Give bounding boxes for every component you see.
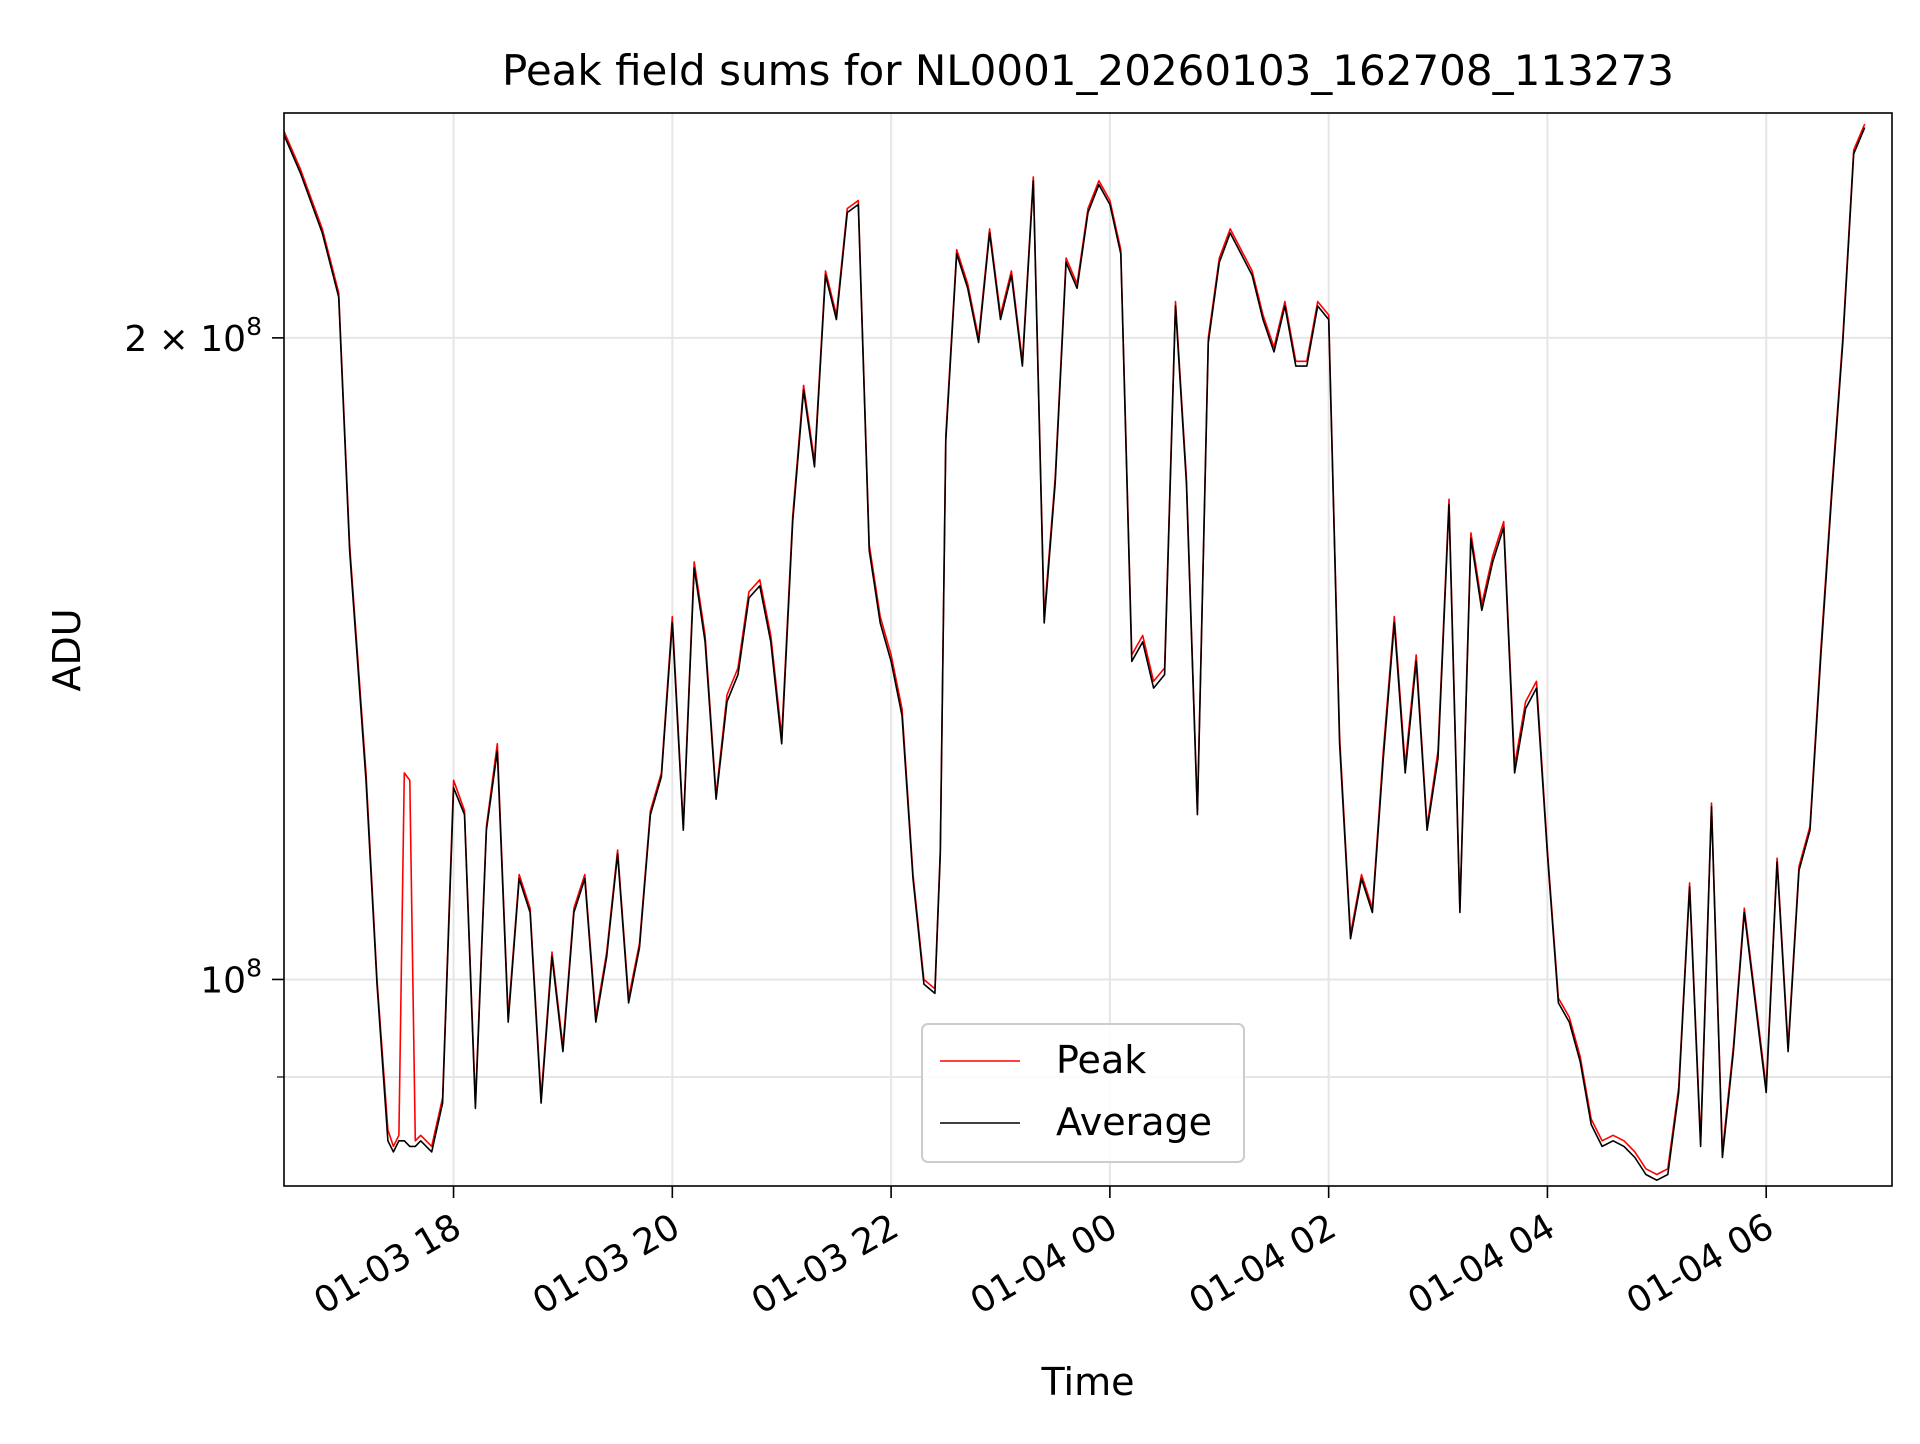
y-axis: 108 2 × 108 xyxy=(124,312,284,1078)
y-tick-label: 2 × 108 xyxy=(124,312,262,360)
y-tick-label: 108 xyxy=(200,953,262,1001)
series-lines xyxy=(284,123,1866,1181)
x-axis-label: Time xyxy=(1041,1360,1135,1404)
chart-title: Peak field sums for NL0001_20260103_1627… xyxy=(502,46,1674,95)
plot-frame xyxy=(283,112,1893,1187)
series-line-average xyxy=(284,127,1866,1181)
legend-box xyxy=(921,1023,1245,1163)
y-axis-label: ADU xyxy=(45,608,89,691)
grid xyxy=(284,113,1892,1186)
legend-average-label: Average xyxy=(1056,1100,1212,1144)
legend-peak-label: Peak xyxy=(1056,1038,1146,1082)
legend: Peak Average xyxy=(921,1023,1245,1163)
